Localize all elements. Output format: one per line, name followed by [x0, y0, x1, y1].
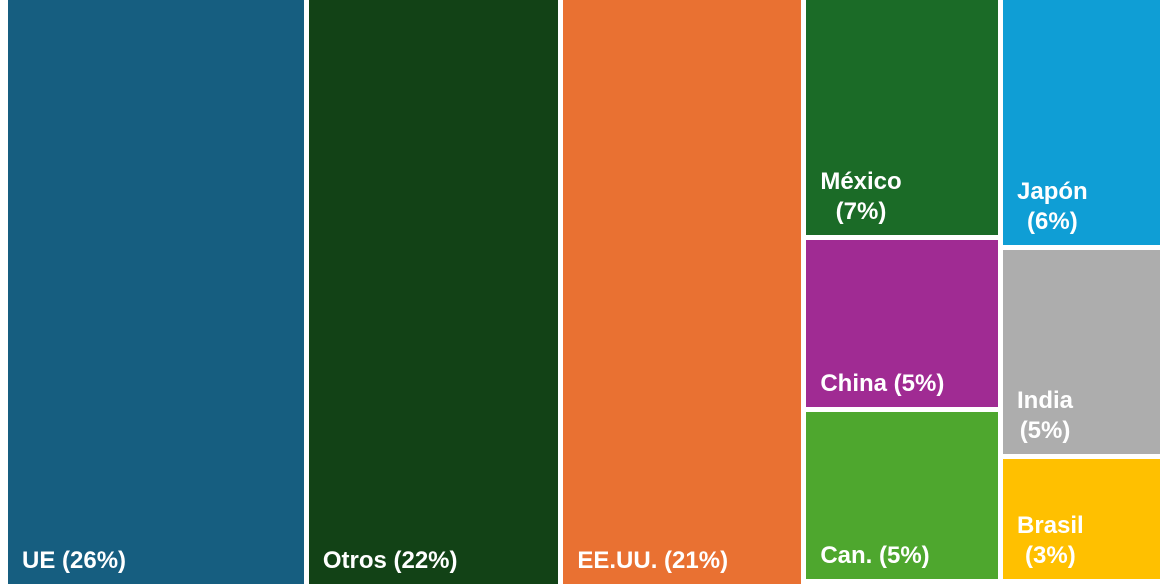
tile: Can. (5%) [806, 412, 999, 579]
tile-label: México (7%) [820, 168, 902, 226]
tile-label: UE (26%) [22, 547, 127, 574]
tile: China (5%) [806, 240, 999, 408]
tile: India (5%) [1003, 250, 1160, 454]
tile: México (7%) [806, 0, 999, 236]
tile: UE (26%) [8, 0, 304, 584]
tile-label: Otros (22%) [322, 547, 458, 574]
tile-label: India (5%) [1017, 386, 1074, 444]
tile-label: Japón (6%) [1017, 178, 1088, 236]
tile: EE.UU. (21%) [563, 0, 802, 584]
tile-label: EE.UU. (21%) [577, 547, 729, 574]
tile-label: Brasil (3%) [1017, 511, 1084, 569]
tile: Otros (22%) [308, 0, 559, 584]
tile-label: Can. (5%) [820, 541, 930, 569]
tile-label: China (5%) [820, 370, 945, 398]
tile: Japón (6%) [1003, 0, 1160, 246]
tile: Brasil (3%) [1003, 458, 1160, 579]
